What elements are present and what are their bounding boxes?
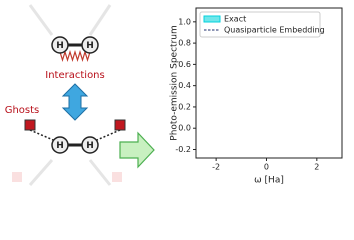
ghost: [24, 119, 36, 131]
x-tick-label: -2: [212, 163, 220, 172]
ghost: [114, 119, 126, 131]
y-tick-label: 0.8: [178, 39, 191, 48]
interactions-label: Interactions: [45, 70, 104, 81]
legend-swatch: [203, 15, 221, 23]
atom: [81, 36, 99, 54]
y-tick-label: 1.0: [178, 17, 191, 26]
x-tick-label: 2: [314, 163, 319, 172]
flow-arrow: [119, 131, 155, 169]
ghosts-label: Ghosts: [5, 105, 40, 116]
atom-label: H: [56, 41, 64, 51]
interaction-spring: [59, 49, 91, 63]
y-tick-label: 0.2: [178, 102, 191, 111]
double-arrow: [61, 83, 89, 121]
y-axis-label: Photo-emission Spectrum: [170, 25, 180, 140]
atom: [51, 36, 69, 54]
legend-label: Exact: [224, 15, 246, 24]
atom: [51, 136, 69, 154]
legend-box: [199, 11, 321, 38]
y-tick-label: -0.2: [175, 145, 191, 154]
x-axis-label: ω [Ha]: [254, 176, 284, 186]
y-tick-label: 0.4: [178, 81, 191, 90]
ghost-bond: [89, 129, 121, 144]
background-chain: [12, 4, 122, 186]
atom-label: H: [86, 141, 94, 151]
y-tick-label: 0.0: [178, 124, 191, 133]
graphical-abstract: H H Interactions Ghosts H H Photo-emissi…: [5, 4, 343, 186]
atom: [81, 136, 99, 154]
legend-label: Quasiparticle Embedding: [224, 26, 325, 35]
y-tick-label: 0.6: [178, 60, 191, 69]
x-tick-label: 0: [264, 163, 269, 172]
ghost-bond: [29, 129, 61, 144]
atom-label: H: [86, 41, 94, 51]
atom-label: H: [56, 141, 64, 151]
chart: Photo-emission Spectrum ω [Ha] -0.2 0.0 0.…: [170, 7, 343, 186]
